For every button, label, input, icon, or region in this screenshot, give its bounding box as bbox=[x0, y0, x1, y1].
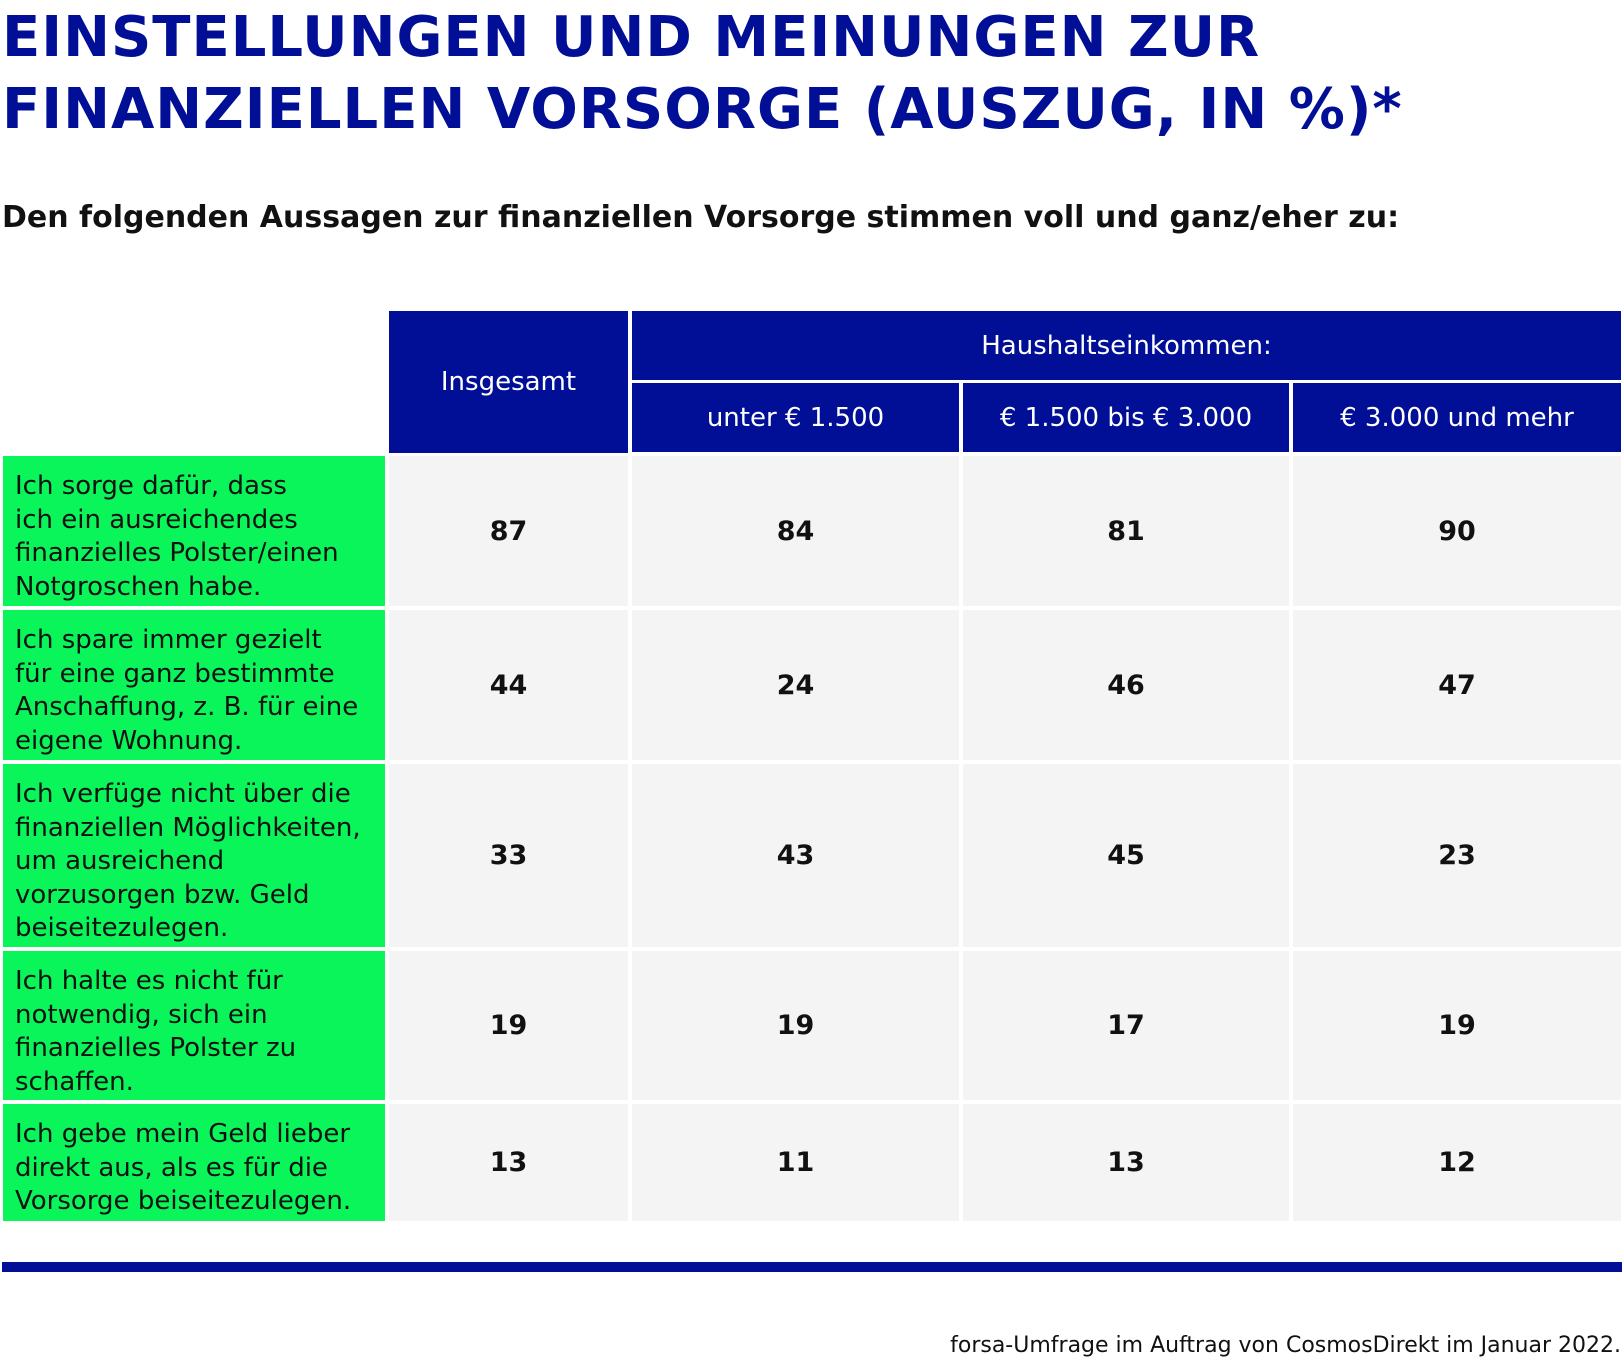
header-column-2: € 1.500 bis € 3.000 bbox=[963, 383, 1289, 452]
subtitle: Den folgenden Aussagen zur finanziellen … bbox=[2, 200, 1400, 235]
value-cell: 43 bbox=[632, 764, 959, 947]
value-cell: 90 bbox=[1293, 456, 1621, 606]
divider-rule bbox=[2, 1262, 1622, 1272]
value-cell: 87 bbox=[389, 456, 628, 606]
header-insgesamt: Insgesamt bbox=[389, 311, 628, 453]
row-label-line: schaffen. bbox=[15, 1066, 134, 1097]
value-cell: 44 bbox=[389, 610, 628, 760]
header-group-haushaltseinkommen: Haushaltseinkommen: bbox=[632, 311, 1621, 380]
value-cell: 24 bbox=[632, 610, 959, 760]
value-cell: 46 bbox=[963, 610, 1289, 760]
value-cell: 45 bbox=[963, 764, 1289, 947]
value-cell: 84 bbox=[632, 456, 959, 606]
row-label: Ich sorge dafür, dass ich ein ausreichend… bbox=[3, 456, 385, 606]
row-label: Ich verfüge nicht über die finanziellen M… bbox=[3, 764, 385, 947]
row-label-line: finanzielles Polster zu bbox=[15, 1033, 297, 1063]
row-label-line: Ich halte es nicht für bbox=[15, 966, 283, 996]
header-column-1: unter € 1.500 bbox=[632, 383, 959, 452]
row-label: Ich halte es nicht für notwendig, sich ei… bbox=[3, 951, 385, 1100]
header-column-3: € 3.000 und mehr bbox=[1293, 383, 1621, 452]
row-label-line: Vorsorge beiseitezulegen. bbox=[15, 1186, 352, 1216]
row-label-line: ich ein ausreichendes bbox=[15, 504, 298, 535]
row-label-line: notwendig, sich ein bbox=[15, 999, 268, 1030]
row-label: Ich spare immer gezielt für eine ganz bes… bbox=[3, 610, 385, 760]
row-label-line: Ich verfüge nicht über die bbox=[15, 779, 351, 809]
row-label-line: Notgroschen habe. bbox=[15, 571, 262, 602]
row-label-line: Ich spare immer gezielt bbox=[15, 625, 322, 655]
value-cell: 13 bbox=[963, 1104, 1289, 1221]
row-label-line: finanzielles Polster/einen bbox=[15, 538, 339, 568]
value-cell: 19 bbox=[389, 951, 628, 1100]
row-label-line: für eine ganz bestimmte bbox=[15, 658, 335, 689]
row-label-line: vorzusorgen bzw. Geld bbox=[15, 879, 310, 910]
value-cell: 33 bbox=[389, 764, 628, 947]
source-note: forsa-Umfrage im Auftrag von CosmosDirek… bbox=[950, 1333, 1621, 1358]
row-label-line: Anschaffung, z. B. für eine bbox=[15, 692, 359, 722]
value-cell: 17 bbox=[963, 951, 1289, 1100]
row-label-line: eigene Wohnung. bbox=[15, 725, 243, 756]
row-label-line: Ich sorge dafür, dass bbox=[15, 471, 287, 501]
value-cell: 13 bbox=[389, 1104, 628, 1221]
row-label: Ich gebe mein Geld lieber direkt aus, als… bbox=[3, 1104, 385, 1221]
value-cell: 19 bbox=[632, 951, 959, 1100]
row-label-line: Ich gebe mein Geld lieber bbox=[15, 1119, 351, 1149]
value-cell: 47 bbox=[1293, 610, 1621, 760]
row-label-line: direkt aus, als es für die bbox=[15, 1152, 328, 1183]
value-cell: 12 bbox=[1293, 1104, 1621, 1221]
title-line-2: FINANZIELLEN VORSORGE (AUSZUG, IN %)* bbox=[2, 77, 1403, 142]
value-cell: 11 bbox=[632, 1104, 959, 1221]
value-cell: 81 bbox=[963, 456, 1289, 606]
row-label-line: beiseitezulegen. bbox=[15, 913, 229, 943]
row-label-line: finanziellen Möglichkeiten, bbox=[15, 812, 361, 843]
value-cell: 19 bbox=[1293, 951, 1621, 1100]
value-cell: 23 bbox=[1293, 764, 1621, 947]
row-label-line: um ausreichend bbox=[15, 846, 225, 876]
page-title: EINSTELLUNGEN UND MEINUNGEN ZUR FINANZIE… bbox=[2, 2, 1602, 146]
title-line-1: EINSTELLUNGEN UND MEINUNGEN ZUR bbox=[2, 5, 1261, 70]
